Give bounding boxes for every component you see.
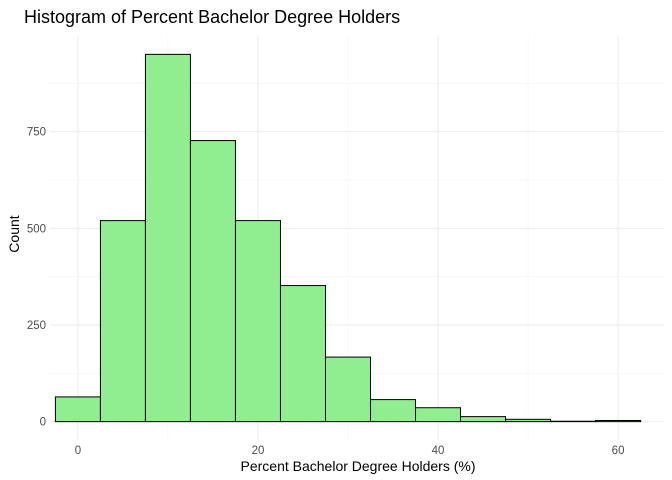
histogram-bar-4: [234, 220, 281, 423]
x-axis-title: Percent Bachelor Degree Holders (%): [241, 458, 476, 474]
x-axis-ticks: 0 20 40 60: [75, 445, 625, 457]
histogram-bar-2: [144, 53, 191, 423]
histogram-bar-3: [189, 140, 236, 423]
histogram-bar-1: [99, 220, 146, 423]
histogram-bar-9: [460, 416, 507, 423]
histogram-bars: [54, 53, 642, 423]
histogram-bar-5: [279, 285, 326, 423]
histogram-bar-12: [595, 419, 642, 423]
y-tick-label: 250: [27, 320, 46, 332]
histogram-bar-7: [370, 399, 417, 423]
histogram-bar-10: [505, 418, 552, 423]
y-axis-title: Count: [6, 215, 22, 252]
y-tick-label: 0: [40, 417, 46, 429]
y-tick-label: 500: [27, 223, 46, 235]
y-tick-label: 750: [27, 127, 46, 139]
histogram-bar-0: [54, 396, 101, 423]
histogram-bar-8: [415, 407, 462, 423]
y-axis-ticks: 0 250 500 750: [27, 127, 46, 429]
histogram-bar-6: [324, 356, 372, 423]
x-tick-label: 40: [432, 445, 445, 457]
x-tick-label: 0: [75, 445, 81, 457]
chart-title: Histogram of Percent Bachelor Degree Hol…: [24, 7, 400, 27]
x-tick-label: 60: [612, 445, 625, 457]
x-tick-label: 20: [252, 445, 265, 457]
